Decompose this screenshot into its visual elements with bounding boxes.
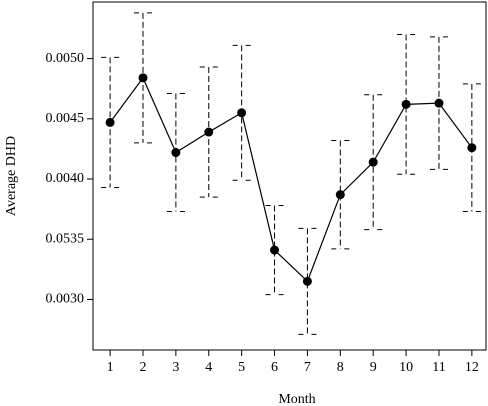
y-axis-label: Average DHD	[4, 136, 19, 216]
data-point	[401, 99, 411, 109]
x-axis-label: Month	[278, 392, 315, 406]
y-tick-label: 0.0045	[46, 111, 85, 126]
data-point	[171, 148, 181, 158]
data-line	[109, 76, 473, 283]
data-point	[138, 73, 148, 83]
data-point	[335, 190, 345, 200]
data-point	[270, 245, 280, 255]
x-tick-label: 5	[238, 360, 245, 375]
x-tick-label: 1	[107, 360, 114, 375]
x-tick-label: 3	[172, 360, 179, 375]
x-tick-label: 8	[337, 360, 344, 375]
x-tick-label: 6	[271, 360, 278, 375]
data-point	[467, 143, 477, 153]
x-tick-label: 2	[139, 360, 146, 375]
x-tick-label: 4	[205, 360, 212, 375]
y-tick-label: 0.0040	[46, 171, 85, 186]
x-tick-label: 11	[432, 360, 445, 375]
y-tick-label: 0.0050	[46, 51, 85, 66]
data-point	[204, 127, 214, 137]
data-point	[434, 98, 444, 108]
x-tick-label: 10	[399, 360, 413, 375]
data-point	[368, 157, 378, 167]
x-tick-label: 7	[304, 360, 311, 375]
data-point	[302, 276, 312, 286]
plot-frame	[92, 1, 487, 351]
y-tick-label: 0.0535	[46, 231, 85, 246]
y-tick-label: 0.0030	[46, 292, 85, 307]
x-tick-label: 12	[465, 360, 479, 375]
data-point	[105, 117, 115, 127]
x-tick-label: 9	[370, 360, 377, 375]
data-point	[237, 108, 247, 118]
